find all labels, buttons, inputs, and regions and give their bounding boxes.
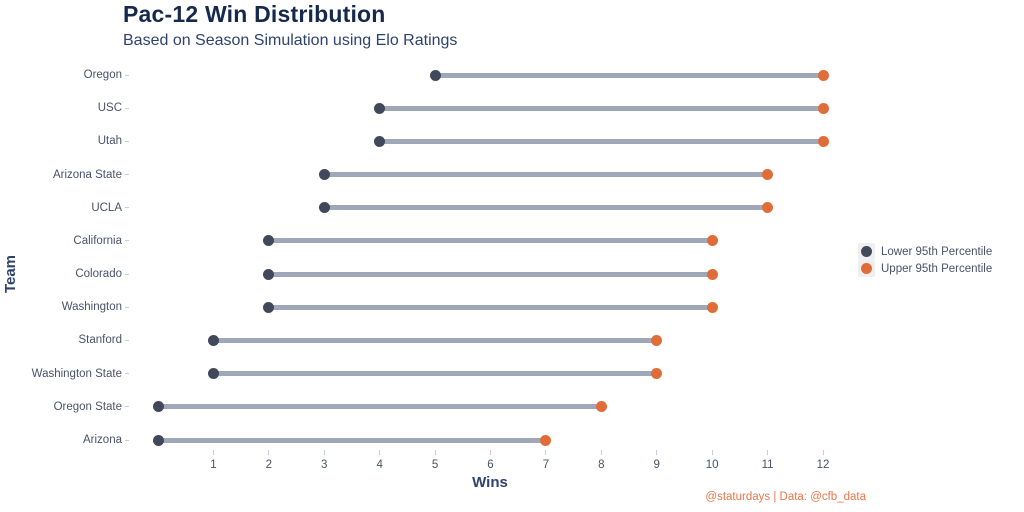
legend-item-upper: Upper 95th Percentile	[858, 260, 992, 277]
legend-key	[858, 260, 875, 277]
attribution-caption: @staturdays | Data: @cfb_data	[705, 491, 866, 503]
dumbbell-segment	[213, 371, 657, 377]
upper-percentile-dot	[817, 135, 829, 147]
y-tick-mark	[125, 74, 129, 76]
lower-percentile-dot	[429, 69, 441, 81]
lower-percentile-dot	[263, 268, 275, 280]
x-tick-mark	[656, 450, 658, 455]
x-tick-mark	[212, 450, 214, 455]
team-label: Oregon	[83, 69, 122, 81]
x-axis-title: Wins	[472, 474, 508, 491]
y-tick-mark	[125, 439, 129, 441]
x-tick-label: 5	[431, 459, 439, 471]
x-tick-mark	[379, 450, 381, 455]
upper-percentile-dot	[762, 202, 774, 214]
y-tick-mark	[125, 174, 129, 176]
x-tick-label: 7	[542, 459, 550, 471]
upper-percentile-dot	[817, 102, 829, 114]
y-tick-mark	[125, 240, 129, 242]
upper-percentile-dot	[651, 368, 663, 380]
dumbbell-segment	[268, 271, 713, 277]
dumbbell-segment	[379, 138, 823, 144]
legend-label-lower: Lower 95th Percentile	[881, 245, 993, 258]
lower-percentile-dot	[318, 169, 330, 181]
x-tick-label: 1	[210, 459, 217, 471]
team-label: California	[73, 234, 122, 247]
legend: Lower 95th Percentile Upper 95th Percent…	[858, 243, 992, 277]
legend-key	[858, 243, 875, 260]
chart-title: Pac-12 Win Distribution	[123, 1, 386, 27]
lower-percentile-dot-icon	[861, 246, 872, 257]
y-tick-mark	[125, 306, 129, 308]
dumbbell-segment	[268, 304, 713, 310]
lower-percentile-dot	[207, 368, 219, 380]
upper-percentile-dot	[762, 169, 774, 181]
x-tick-label: 8	[598, 459, 605, 471]
x-tick-mark	[711, 450, 713, 455]
upper-percentile-dot-icon	[861, 263, 872, 274]
y-tick-mark	[125, 273, 129, 275]
team-label: Stanford	[78, 334, 122, 347]
x-tick-label: 2	[265, 459, 273, 471]
dumbbell-segment	[379, 105, 823, 111]
team-label: Washington State	[31, 367, 122, 380]
upper-percentile-dot	[540, 434, 552, 446]
upper-percentile-dot	[817, 69, 829, 81]
team-label: Colorado	[75, 268, 122, 281]
lower-percentile-dot	[374, 135, 386, 147]
y-tick-mark	[125, 339, 129, 341]
lower-percentile-dot	[374, 102, 386, 114]
team-label: UCLA	[91, 201, 122, 214]
x-tick-label: 9	[653, 459, 660, 471]
x-tick-mark	[490, 450, 491, 455]
team-label: Oregon State	[53, 400, 122, 413]
x-tick-label: 4	[376, 459, 383, 471]
upper-percentile-dot	[651, 334, 663, 346]
team-label: Arizona	[83, 434, 122, 446]
lower-percentile-dot	[318, 202, 330, 214]
x-tick-mark	[434, 450, 436, 455]
x-tick-label: 6	[487, 459, 494, 471]
upper-percentile-dot	[595, 401, 607, 413]
team-label: Washington	[61, 301, 122, 314]
y-tick-mark	[125, 406, 129, 408]
dumbbell-segment	[213, 337, 657, 343]
lower-percentile-dot	[263, 301, 275, 313]
y-tick-mark	[125, 373, 129, 375]
upper-percentile-dot	[706, 301, 718, 313]
y-tick-mark	[125, 207, 129, 209]
x-tick-mark	[600, 450, 602, 455]
dumbbell-segment	[158, 437, 546, 443]
upper-percentile-dot	[706, 268, 718, 280]
x-tick-mark	[268, 450, 270, 455]
y-tick-mark	[125, 140, 129, 142]
dumbbell-segment	[158, 404, 602, 410]
x-tick-mark	[767, 450, 769, 455]
x-tick-label: 11	[761, 459, 774, 471]
lower-percentile-dot	[152, 434, 164, 446]
lower-percentile-dot	[207, 334, 219, 346]
y-tick-mark	[125, 107, 129, 109]
x-tick-mark	[822, 450, 824, 455]
x-tick-label: 3	[321, 459, 328, 471]
x-tick-mark	[545, 450, 547, 455]
x-tick-mark	[323, 450, 325, 455]
dumbbell-segment	[324, 205, 768, 211]
lower-percentile-dot	[152, 401, 164, 413]
dumbbell-segment	[268, 238, 713, 244]
lower-percentile-dot	[263, 235, 275, 247]
legend-item-lower: Lower 95th Percentile	[858, 243, 992, 260]
upper-percentile-dot	[706, 235, 718, 247]
chart-subtitle: Based on Season Simulation using Elo Rat…	[123, 32, 458, 49]
dumbbell-segment	[324, 172, 768, 178]
legend-label-upper: Upper 95th Percentile	[881, 262, 993, 275]
team-label: USC	[97, 102, 122, 115]
dumbbell-segment	[435, 72, 823, 78]
x-tick-label: 10	[705, 459, 719, 471]
team-label: Utah	[97, 135, 122, 148]
x-tick-label: 12	[816, 459, 830, 471]
team-label: Arizona State	[52, 168, 122, 181]
